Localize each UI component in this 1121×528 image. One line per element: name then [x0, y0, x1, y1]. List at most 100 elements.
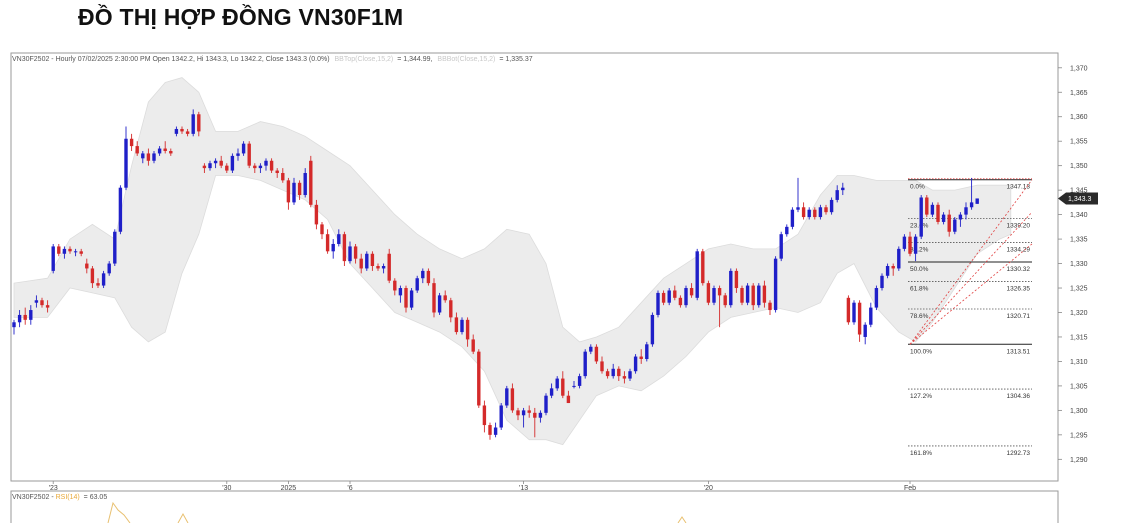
candle-body: [633, 356, 638, 372]
candle-body: [34, 300, 39, 303]
x-axis-tick-label: '30: [222, 485, 231, 492]
candle-body: [432, 283, 436, 313]
candle-body: [846, 297, 851, 323]
last-price-tag: [1058, 192, 1098, 205]
candle-body: [404, 288, 408, 308]
candle-body: [717, 288, 722, 296]
candle-body: [857, 302, 862, 335]
candle-body: [107, 263, 111, 274]
fib-level-percent: 0.0%: [910, 184, 925, 191]
rsi-indicator: RSI(14): [56, 494, 80, 501]
candle-body: [969, 202, 974, 208]
candle-body: [169, 150, 173, 154]
candle-body: [555, 378, 559, 389]
x-axis-tick-label: Feb: [904, 485, 916, 492]
candle-body: [538, 412, 543, 418]
candle-body: [605, 371, 610, 377]
candle-body: [695, 251, 699, 298]
candle-body: [471, 339, 475, 352]
candle-body: [437, 295, 442, 313]
candle-body: [824, 207, 828, 213]
candle-body: [460, 319, 464, 333]
candle-body: [331, 243, 335, 252]
candle-body: [930, 204, 935, 215]
candle-body: [325, 234, 330, 252]
candle-body: [891, 266, 895, 269]
candle-body: [874, 288, 879, 308]
candle-body: [129, 138, 134, 147]
candle-body: [23, 314, 27, 320]
candle-body: [40, 300, 44, 306]
bb-top-value: = 1,344.99,: [397, 56, 432, 63]
candle-body: [477, 351, 481, 406]
bb-bot-label: BBBot(Close,15,2): [437, 56, 495, 63]
fib-fan-line: [909, 211, 1033, 345]
candle-body: [617, 368, 621, 377]
y-axis-tick-label: 1,315: [1070, 334, 1088, 341]
candle-body: [297, 182, 302, 196]
candle-body: [852, 302, 856, 323]
fib-level-percent: 61.8%: [910, 285, 929, 292]
candle-body: [947, 214, 951, 232]
candle-body: [499, 405, 503, 428]
candle-body: [678, 297, 683, 306]
y-axis-tick-label: 1,350: [1070, 163, 1088, 170]
candle-body: [225, 165, 229, 171]
chart-header: VN30F2502 - Hourly 07/02/2025 2:30:00 PM…: [12, 56, 533, 63]
candle-body: [348, 246, 352, 262]
candle-body: [835, 190, 839, 200]
candle-body: [611, 368, 615, 377]
candle-body: [197, 114, 201, 132]
candle-body: [146, 153, 151, 161]
candle-body: [12, 322, 16, 328]
candle-body: [359, 258, 363, 269]
rsi-line: [107, 501, 131, 524]
candle-body: [101, 273, 106, 286]
candle-body: [885, 266, 890, 276]
candle-body: [734, 270, 739, 289]
fib-level-value: 1334.29: [1007, 247, 1031, 254]
candle-body: [370, 253, 375, 266]
candle-body: [426, 270, 431, 284]
candle-body: [869, 307, 873, 325]
candle-body: [516, 410, 520, 416]
candle-body: [449, 300, 453, 318]
candle-body: [96, 283, 100, 286]
symbol-info: VN30F2502 - Hourly 07/02/2025 2:30:00 PM…: [12, 56, 330, 63]
candle-body: [656, 292, 660, 315]
candle-body: [897, 248, 901, 269]
rsi-value: = 63.05: [84, 494, 108, 501]
candle-body: [549, 388, 554, 396]
candle-body: [953, 219, 957, 232]
fib-level-percent: 38.2%: [910, 247, 929, 254]
last-price-label: 1,343.3: [1068, 196, 1091, 203]
candle-body: [118, 187, 123, 232]
candle-body: [230, 155, 235, 171]
candle-body: [493, 427, 498, 435]
candle-body: [281, 173, 285, 181]
candle-body: [723, 295, 727, 306]
fib-level-value: 1347.13: [1007, 184, 1031, 191]
candle-body: [219, 160, 223, 166]
candle-body: [51, 246, 55, 271]
candle-body: [650, 314, 655, 345]
fibonacci-retracement: 0.0% 1347.13 23.6% 1339.20 38.2% 1334.29 50.0%…: [908, 178, 1033, 457]
candle-body: [958, 214, 963, 220]
y-axis-tick-label: 1,325: [1070, 286, 1088, 293]
candle-body: [628, 371, 632, 379]
y-axis-tick-label: 1,305: [1070, 383, 1088, 390]
candle-body: [673, 290, 677, 298]
candle-body: [376, 266, 380, 269]
candle-body: [113, 231, 117, 264]
bollinger-band-area: [13, 77, 1012, 446]
candle-body: [745, 285, 750, 303]
candle-body: [275, 170, 279, 174]
candle-body: [880, 275, 884, 289]
y-axis-tick-label: 1,320: [1070, 310, 1088, 317]
candle-body: [527, 410, 531, 413]
candle-body: [465, 319, 470, 340]
candle-body: [645, 344, 649, 359]
fib-level-value: 1313.51: [1007, 348, 1031, 355]
candle-body: [510, 388, 515, 411]
candle-body: [544, 395, 548, 413]
